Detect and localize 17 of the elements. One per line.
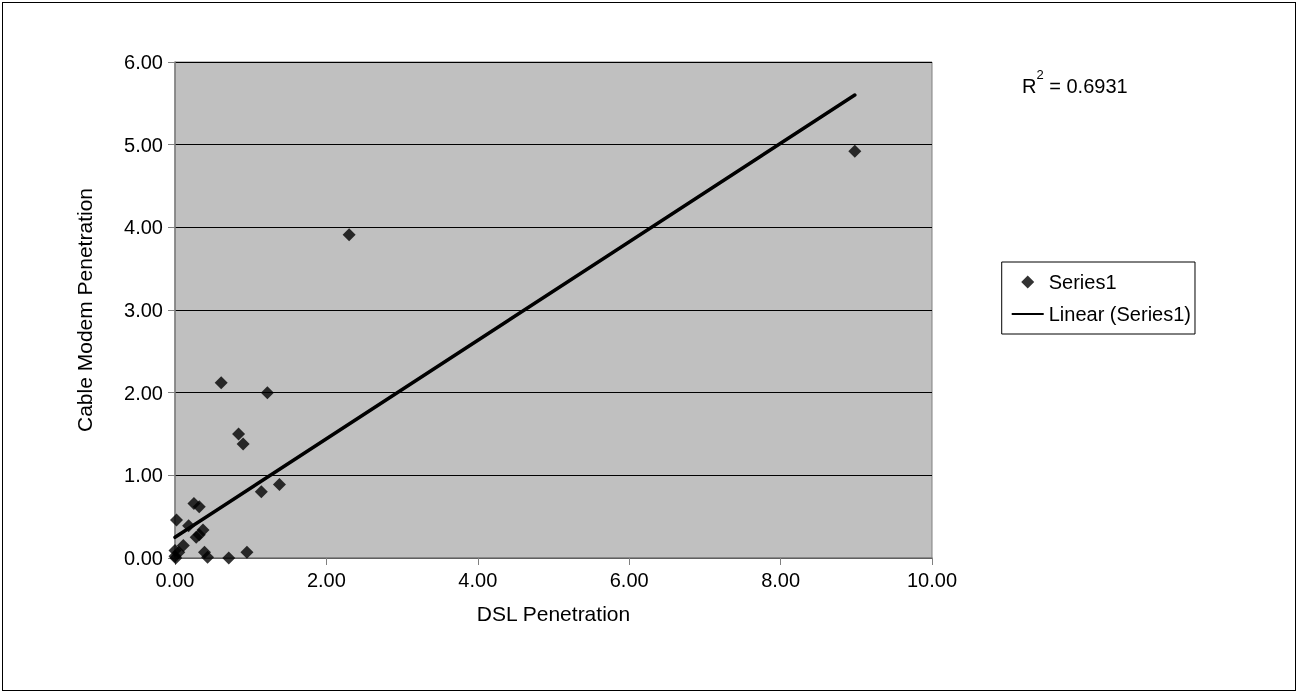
y-tick-label: 4.00 xyxy=(124,216,163,239)
y-tick-label: 1.00 xyxy=(124,464,163,487)
y-tick-label: 3.00 xyxy=(124,299,163,321)
x-tick-label: 8.00 xyxy=(761,569,801,591)
x-tick-label: 10.00 xyxy=(906,569,958,591)
legend-label: Series1 xyxy=(1048,271,1117,293)
x-tick-label: 2.00 xyxy=(306,569,346,591)
y-tick-label: 2.00 xyxy=(124,381,163,404)
x-tick-label: 4.00 xyxy=(458,569,498,591)
y-axis-title: Cable Modem Penetration xyxy=(73,188,96,432)
y-tick-label: 5.00 xyxy=(124,133,163,156)
y-tick-label: 0.00 xyxy=(124,547,163,569)
x-tick-label: 0.00 xyxy=(155,569,195,591)
x-axis-title: DSL Penetration xyxy=(476,602,631,625)
legend-label: Linear (Series1) xyxy=(1048,303,1192,325)
y-tick-label: 6.00 xyxy=(124,51,163,73)
x-tick-label: 6.00 xyxy=(609,569,649,591)
